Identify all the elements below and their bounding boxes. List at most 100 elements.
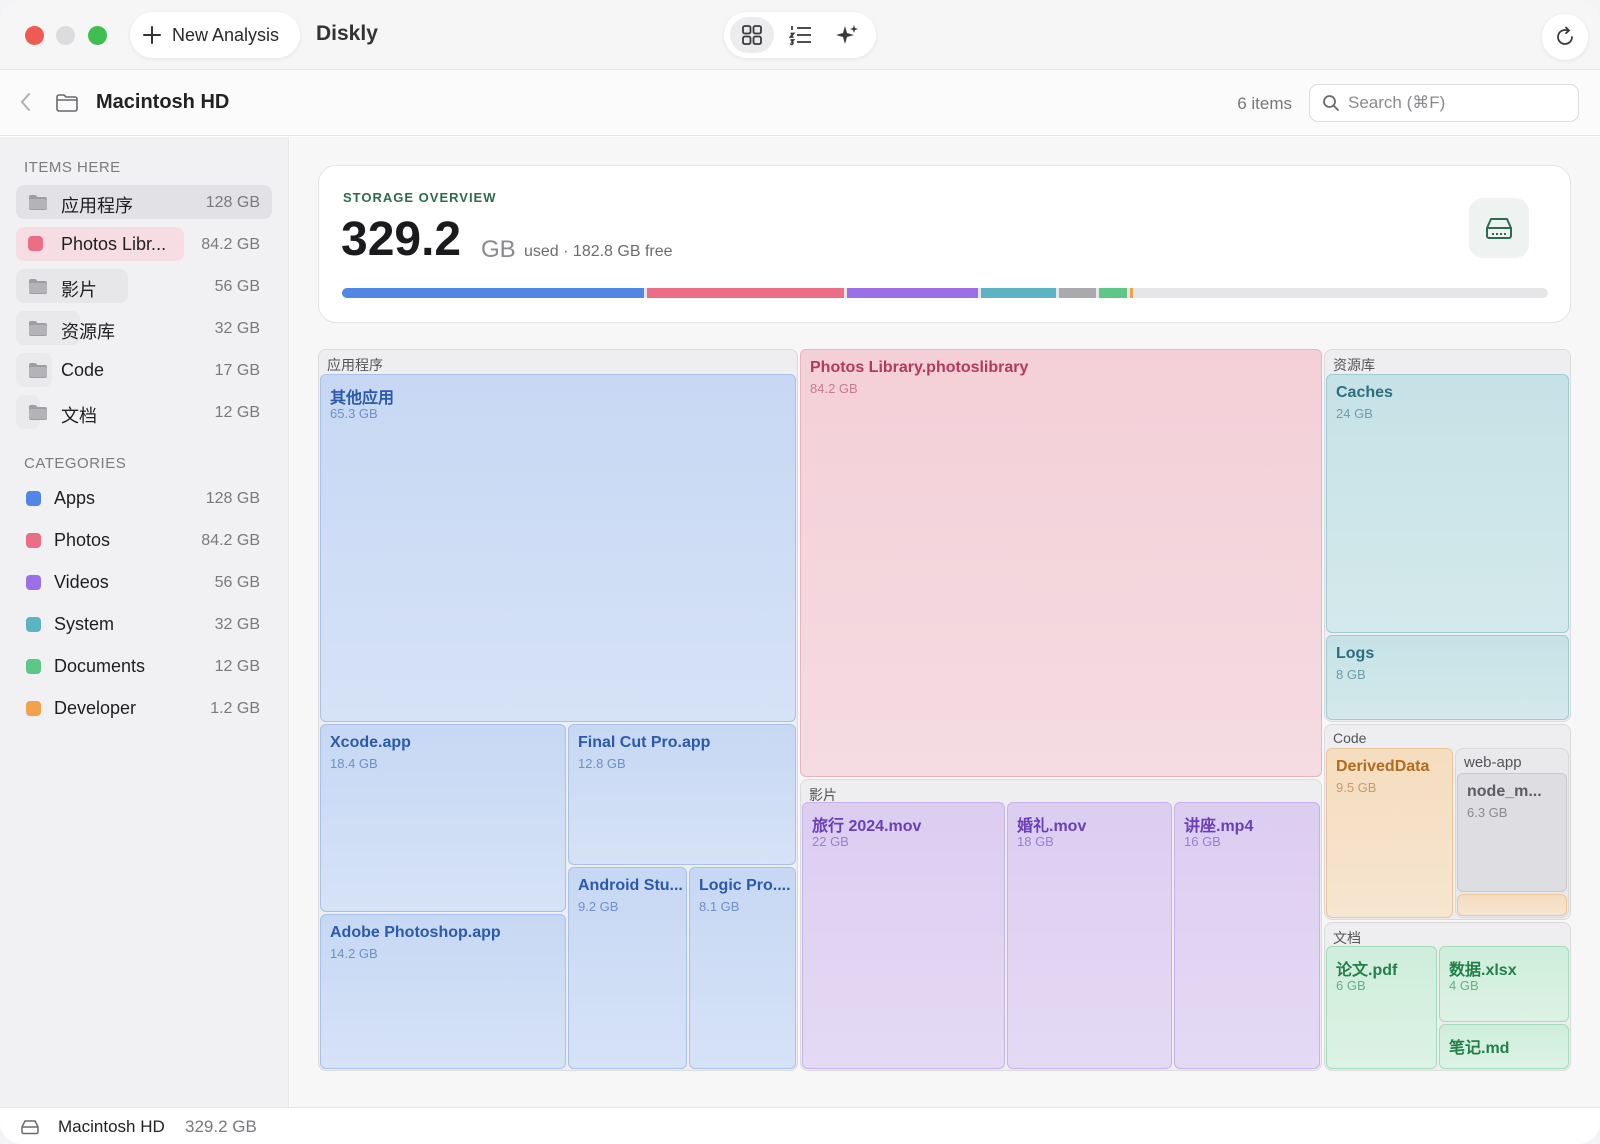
tile-size: 18.4 GB [330, 756, 378, 771]
sidebar-item-photos-library[interactable]: Photos Libr... 84.2 GB [16, 227, 272, 261]
tile-size: 6.3 GB [1467, 805, 1508, 820]
treemap-tile-node-modules[interactable]: node_m... 6.3 GB [1457, 773, 1567, 892]
folder-icon [56, 94, 78, 112]
treemap-tile-thesis-pdf[interactable]: 论文.pdf 6 GB [1326, 946, 1437, 1069]
treemap-tile-web-app-other[interactable] [1457, 894, 1567, 916]
items-count: 6 items [1237, 94, 1292, 113]
treemap-tile-lecture[interactable]: 讲座.mp4 16 GB [1174, 802, 1320, 1069]
photos-color-swatch [28, 236, 43, 251]
sidebar-item-library[interactable]: 资源库 32 GB [16, 311, 272, 345]
tile-size: 4 GB [1449, 978, 1479, 993]
view-mode-segmented-control [724, 12, 876, 58]
tile-name: Caches [1336, 384, 1393, 401]
tile-size: 65.3 GB [330, 406, 378, 421]
sidebar-item-size: 12 GB [214, 404, 260, 421]
treemap-tile-final-cut[interactable]: Final Cut Pro.app 12.8 GB [568, 724, 796, 865]
back-button[interactable] [18, 91, 40, 115]
sidebar-item-size: 128 GB [205, 194, 260, 211]
sparkle-icon [836, 25, 858, 44]
refresh-button[interactable] [1542, 14, 1588, 60]
group-label: 文档 [1333, 930, 1361, 946]
treemap-tile-logic-pro[interactable]: Logic Pro.... 8.1 GB [689, 867, 796, 1069]
path-bar: Macintosh HD 6 items [0, 70, 1600, 136]
current-location-title: Macintosh HD [96, 91, 230, 113]
tile-name: DerivedData [1336, 758, 1430, 775]
status-bar: Macintosh HD 329.2 GB [0, 1107, 1600, 1144]
tile-name: 讲座.mp4 [1184, 818, 1254, 835]
category-system[interactable]: System 32 GB [16, 607, 272, 641]
treemap-tile-photoshop[interactable]: Adobe Photoshop.app 14.2 GB [320, 914, 566, 1069]
treemap-tile-wedding[interactable]: 婚礼.mov 18 GB [1007, 802, 1172, 1069]
sidebar-item-label: Photos Libr... [61, 234, 167, 254]
tile-name: Android Stu... [578, 877, 683, 894]
category-label: System [54, 614, 115, 634]
tile-size: 9.2 GB [578, 899, 619, 914]
treemap-tile-logs[interactable]: Logs 8 GB [1326, 635, 1569, 720]
categories-section-heading: CATEGORIES [24, 455, 127, 472]
plus-icon [142, 25, 162, 45]
system-color-swatch [26, 617, 41, 632]
sidebar-item-documents[interactable]: 文档 12 GB [16, 395, 272, 429]
tile-name: Photos Library.photoslibrary [810, 359, 1029, 376]
used-unit: GB [481, 236, 516, 263]
category-label: Developer [54, 698, 137, 718]
ai-insights-button[interactable] [824, 17, 868, 53]
sidebar-item-applications[interactable]: 应用程序 128 GB [16, 185, 272, 219]
tile-name: 笔记.md [1449, 1040, 1510, 1057]
category-label: Photos [54, 530, 111, 550]
zoom-window-button[interactable] [88, 26, 107, 45]
refresh-icon [1557, 26, 1573, 45]
app-title: Diskly [316, 22, 378, 45]
search-input[interactable] [1348, 93, 1568, 113]
tile-size: 16 GB [1184, 834, 1221, 849]
minimize-window-button[interactable] [56, 26, 75, 45]
photos-color-swatch [26, 533, 41, 548]
usage-segment-photos [647, 288, 844, 298]
sidebar-item-code[interactable]: Code 17 GB [16, 353, 272, 387]
grid-view-button[interactable] [730, 17, 774, 53]
treemap-tile-data-xlsx[interactable]: 数据.xlsx 4 GB [1439, 946, 1569, 1022]
main-content: STORAGE OVERVIEW 329.2 GB used · 182.8 G… [290, 137, 1600, 1107]
category-size: 84.2 GB [201, 532, 260, 549]
category-apps[interactable]: Apps 128 GB [16, 481, 272, 515]
close-window-button[interactable] [25, 26, 44, 45]
titlebar: New Analysis Diskly [0, 0, 1600, 70]
hard-drive-icon [21, 1120, 39, 1135]
sidebar-item-movies[interactable]: 影片 56 GB [16, 269, 272, 303]
status-volume-size: 329.2 GB [185, 1117, 257, 1136]
treemap-tile-notes-md[interactable]: 笔记.md [1439, 1024, 1569, 1069]
hard-drive-icon [1486, 218, 1512, 239]
category-videos[interactable]: Videos 56 GB [16, 565, 272, 599]
treemap-tile-caches[interactable]: Caches 24 GB [1326, 374, 1569, 633]
treemap-tile-android-studio[interactable]: Android Stu... 9.2 GB [568, 867, 687, 1069]
used-description: used · 182.8 GB free [524, 243, 673, 260]
tile-name: node_m... [1467, 783, 1542, 800]
sidebar-item-size: 32 GB [214, 320, 260, 337]
list-view-button[interactable] [778, 17, 822, 53]
new-analysis-button[interactable]: New Analysis [130, 12, 300, 58]
sidebar-item-size: 84.2 GB [201, 236, 260, 253]
treemap-tile-derived-data[interactable]: DerivedData 9.5 GB [1326, 748, 1453, 918]
tile-size: 24 GB [1336, 406, 1373, 421]
usage-segment-documents [1099, 288, 1127, 298]
treemap-tile-photos-library[interactable]: Photos Library.photoslibrary 84.2 GB [800, 349, 1322, 777]
category-documents[interactable]: Documents 12 GB [16, 649, 272, 683]
tile-size: 18 GB [1017, 834, 1054, 849]
tile-name: 数据.xlsx [1449, 962, 1517, 979]
category-developer[interactable]: Developer 1.2 GB [16, 691, 272, 725]
sidebar-item-label: 应用程序 [61, 196, 133, 216]
folder-icon [29, 195, 47, 210]
treemap-tile-travel-2024[interactable]: 旅行 2024.mov 22 GB [802, 802, 1005, 1069]
treemap-tile-other-apps[interactable]: 其他应用 65.3 GB [320, 374, 796, 722]
storage-overview-card: STORAGE OVERVIEW 329.2 GB used · 182.8 G… [318, 165, 1571, 323]
tile-size: 8 GB [1336, 667, 1366, 682]
tile-name: 旅行 2024.mov [812, 818, 922, 835]
folder-icon [29, 363, 47, 378]
category-label: Videos [54, 572, 109, 592]
tile-name: Final Cut Pro.app [578, 734, 711, 751]
category-photos[interactable]: Photos 84.2 GB [16, 523, 272, 557]
tile-name: Logic Pro.... [699, 877, 791, 894]
numbered-list-icon [789, 26, 811, 46]
treemap-tile-xcode[interactable]: Xcode.app 18.4 GB [320, 724, 566, 912]
sidebar-item-label: 影片 [61, 280, 97, 300]
